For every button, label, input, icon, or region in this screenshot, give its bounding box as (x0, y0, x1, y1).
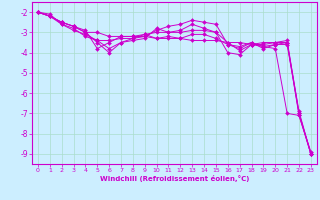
X-axis label: Windchill (Refroidissement éolien,°C): Windchill (Refroidissement éolien,°C) (100, 175, 249, 182)
